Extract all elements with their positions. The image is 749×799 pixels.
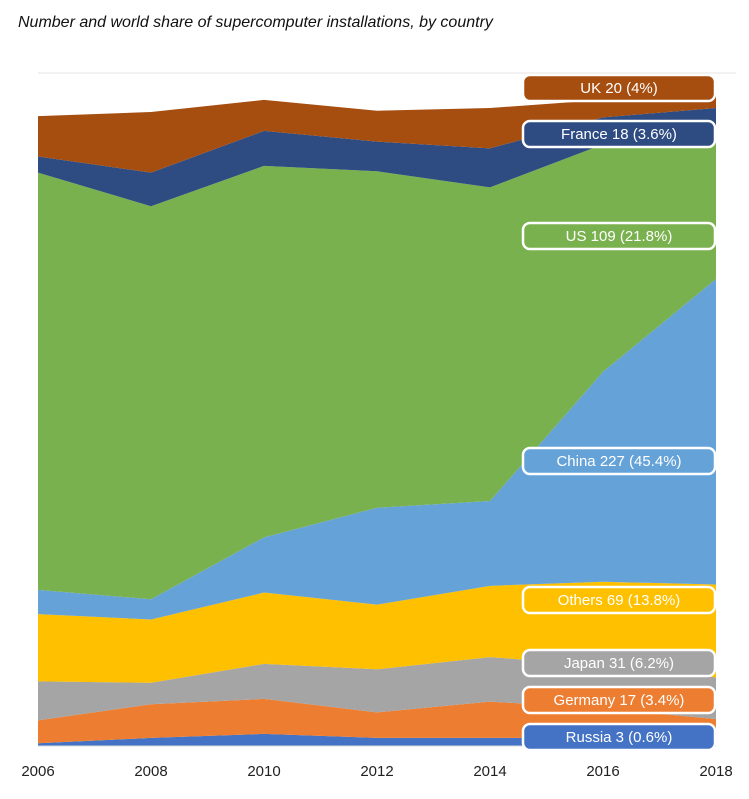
label-box <box>521 446 717 476</box>
x-tick-label: 2012 <box>360 763 393 780</box>
area <box>38 278 716 620</box>
series-label: Japan 31 (6.2%) <box>564 655 674 672</box>
x-tick-label: 2018 <box>699 763 732 780</box>
label-box <box>521 585 717 615</box>
series-label: France 18 (3.6%) <box>561 126 677 143</box>
label-box <box>521 685 717 715</box>
x-tick-label: 2016 <box>586 763 619 780</box>
label-box <box>521 73 717 103</box>
series-label: UK 20 (4%) <box>580 80 658 97</box>
series-label: Germany 17 (3.4%) <box>554 692 685 709</box>
x-tick-label: 2008 <box>134 763 167 780</box>
series-label: US 109 (21.8%) <box>566 228 673 245</box>
x-tick-label: 2006 <box>21 763 54 780</box>
area <box>38 81 716 173</box>
label-box <box>521 648 717 678</box>
label-box <box>521 722 717 752</box>
chart-title: Number and world share of supercomputer … <box>18 14 494 31</box>
label-box <box>521 221 717 251</box>
area <box>38 107 716 207</box>
series-label: China 227 (45.4%) <box>556 453 681 470</box>
label-box <box>521 119 717 149</box>
x-tick-label: 2014 <box>473 763 506 780</box>
series-label: Russia 3 (0.6%) <box>566 729 673 746</box>
series-label: Others 69 (13.8%) <box>558 592 681 609</box>
x-tick-label: 2010 <box>247 763 280 780</box>
